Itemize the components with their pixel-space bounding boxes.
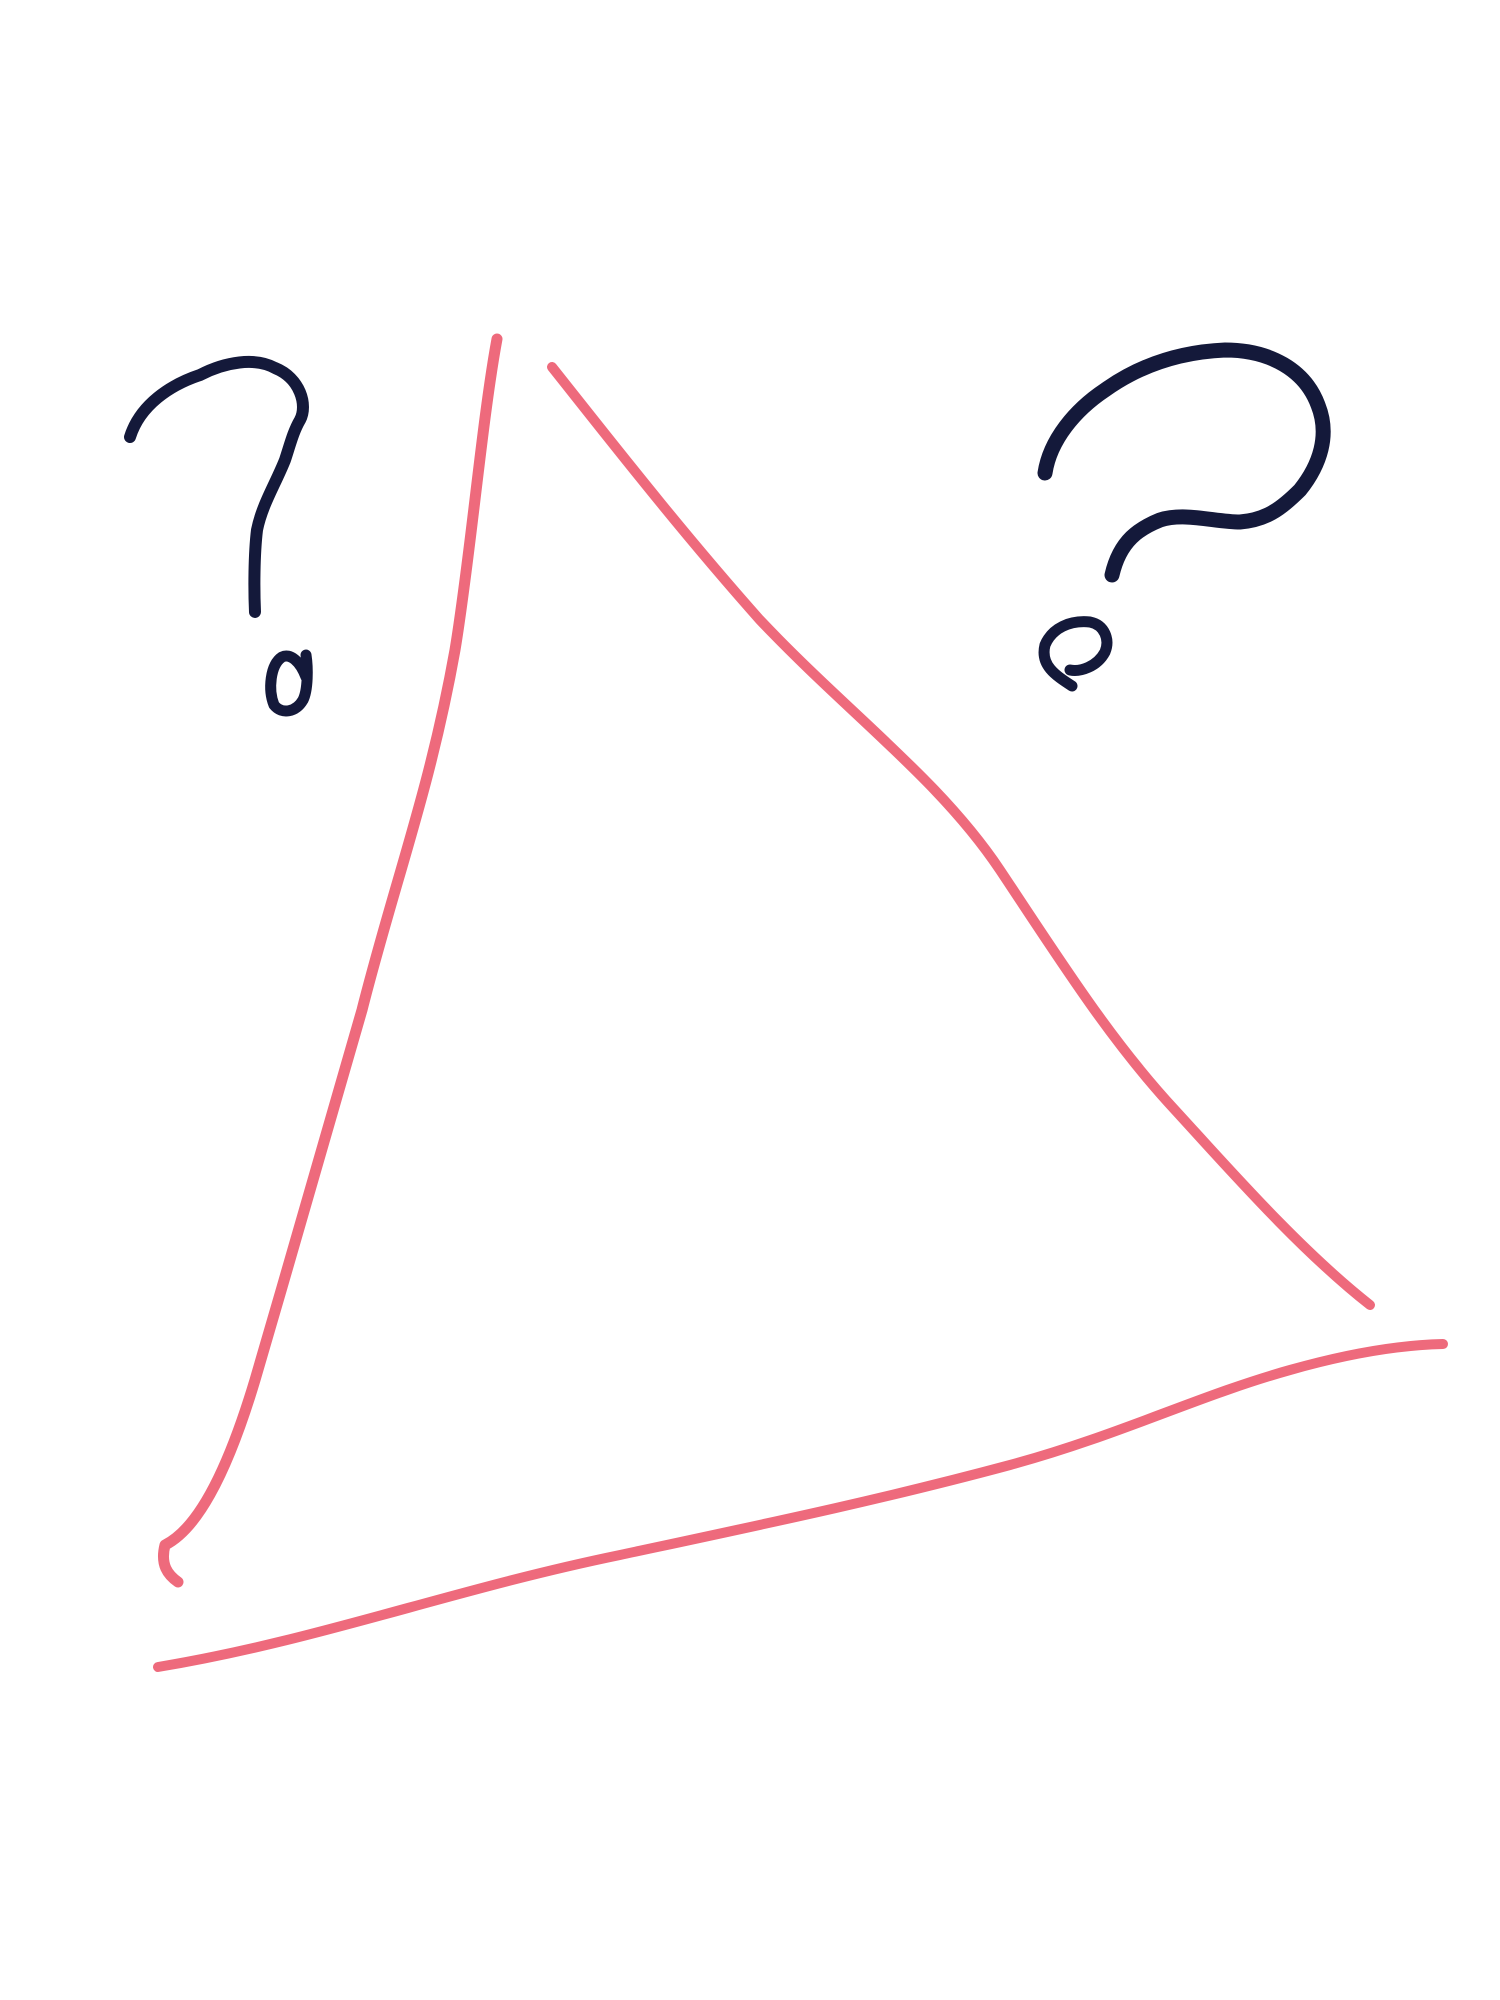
question-mark-right-dot <box>1038 616 1113 692</box>
question-mark-left-hook <box>124 355 309 618</box>
triangle-right-side <box>547 362 1375 1310</box>
question-mark-left-dot <box>265 649 313 717</box>
question-mark-right <box>1037 342 1331 692</box>
question-mark-left <box>124 355 313 717</box>
triangle-left-side <box>158 333 503 1588</box>
question-mark-right-hook <box>1037 342 1331 583</box>
triangle-bottom-side <box>153 1339 1448 1672</box>
